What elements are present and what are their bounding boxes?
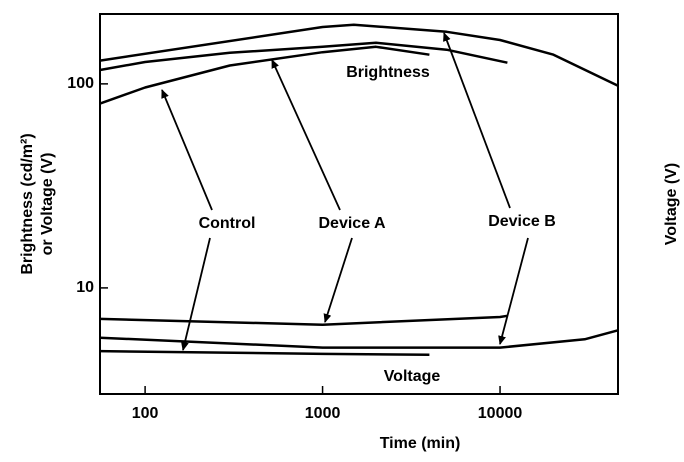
data-line (99, 349, 430, 357)
arrow (180, 237, 211, 351)
annotation: Voltage (384, 368, 441, 385)
arrow (271, 59, 341, 211)
arrow (443, 32, 511, 209)
data-line (99, 23, 619, 87)
data-line (99, 314, 508, 326)
annotation: Control (199, 215, 256, 232)
data-line (99, 45, 430, 105)
plot-frame (99, 13, 619, 395)
data-line (99, 41, 508, 72)
arrow (161, 89, 213, 211)
x-tick-label: 100 (132, 405, 159, 422)
x-axis-label: Time (min) (380, 435, 461, 452)
annotation: Device B (488, 213, 556, 230)
annotation: Brightness (346, 64, 430, 81)
x-tick-label: 1000 (305, 405, 341, 422)
arrow (498, 237, 529, 345)
arrow (323, 237, 353, 323)
y-axis-label: Brightness (cd/m²) (19, 133, 36, 274)
y-tick-label: 100 (67, 75, 94, 92)
x-tick-label: 10000 (478, 405, 523, 422)
y-tick-label: 10 (76, 279, 94, 296)
annotation: Device A (319, 215, 386, 232)
y2-axis-label: Voltage (V) (663, 163, 680, 245)
y-axis-label: or Voltage (V) (39, 153, 56, 256)
data-line (99, 329, 619, 349)
